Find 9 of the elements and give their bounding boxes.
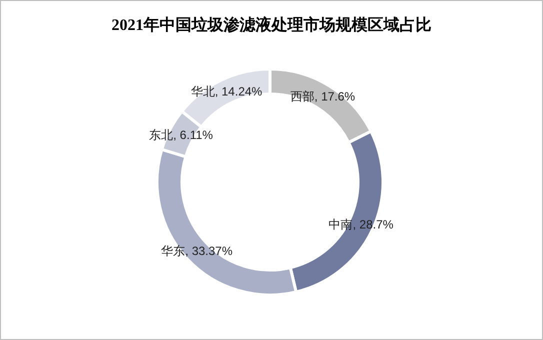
slice-label: 东北 (149, 128, 174, 142)
slice-label: 华东 (161, 244, 186, 258)
slice-label: 西部 (290, 89, 314, 104)
chart-title: 2021年中国垃圾渗滤液处理市场规模区域占比 (112, 16, 432, 34)
data-label: , 6.11% (173, 128, 214, 142)
data-label: , 33.37% (185, 244, 233, 258)
slice-label: 华北 (190, 84, 215, 98)
data-label: , 17.6% (314, 89, 356, 104)
data-label: , 14.24% (214, 84, 263, 98)
